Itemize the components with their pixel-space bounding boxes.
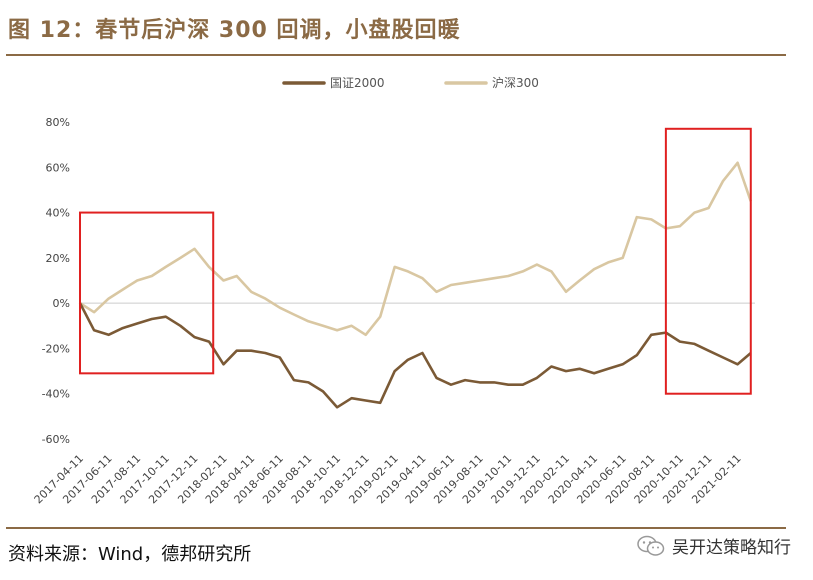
- y-tick-label: -20%: [42, 342, 70, 355]
- figure-title: 图 12：春节后沪深 300 回调，小盘股回暖: [8, 18, 461, 43]
- highlight-box: [664, 127, 752, 395]
- y-tick-label: -40%: [42, 388, 70, 401]
- wechat-icon: [637, 535, 665, 556]
- y-tick-label: 60%: [46, 161, 70, 174]
- y-tick-label: -60%: [42, 433, 70, 446]
- series-line-gz2000: [78, 302, 752, 409]
- series-line-hs300: [79, 161, 753, 337]
- top-rule: [6, 54, 786, 56]
- legend-label: 沪深300: [492, 76, 539, 90]
- legend-label: 国证2000: [330, 76, 385, 90]
- bottom-rule: [6, 527, 786, 529]
- y-tick-label: 80%: [46, 116, 70, 129]
- watermark-text: 吴开达策略知行: [672, 538, 791, 558]
- y-tick-label: 0%: [53, 297, 70, 310]
- series-lines: [78, 161, 753, 409]
- source-note: 资料来源：Wind，德邦研究所: [8, 544, 252, 565]
- y-axis: 80% 60% 40% 20% 0% -20% -40% -60%: [42, 116, 755, 446]
- highlight-box: [79, 211, 215, 375]
- y-tick-label: 40%: [46, 207, 70, 220]
- highlight-boxes: [79, 127, 752, 395]
- watermark: 吴开达策略知行: [636, 533, 791, 558]
- legend: 国证2000 沪深300: [282, 76, 539, 90]
- y-tick-label: 20%: [46, 252, 70, 265]
- x-axis: 2017-04-112017-06-112017-08-112017-10-11…: [32, 452, 744, 506]
- line-chart: 国证2000 沪深300 80% 60% 40% 20% 0% -20% -40% -60% 2…: [32, 76, 755, 506]
